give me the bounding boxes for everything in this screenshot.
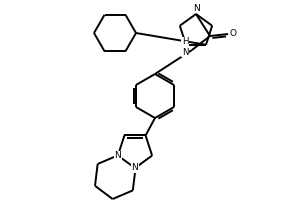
- Text: H
N: H N: [182, 37, 188, 57]
- Text: O: O: [230, 29, 236, 38]
- Text: N: N: [194, 4, 200, 13]
- Text: N: N: [115, 151, 121, 160]
- Text: N: N: [132, 164, 138, 172]
